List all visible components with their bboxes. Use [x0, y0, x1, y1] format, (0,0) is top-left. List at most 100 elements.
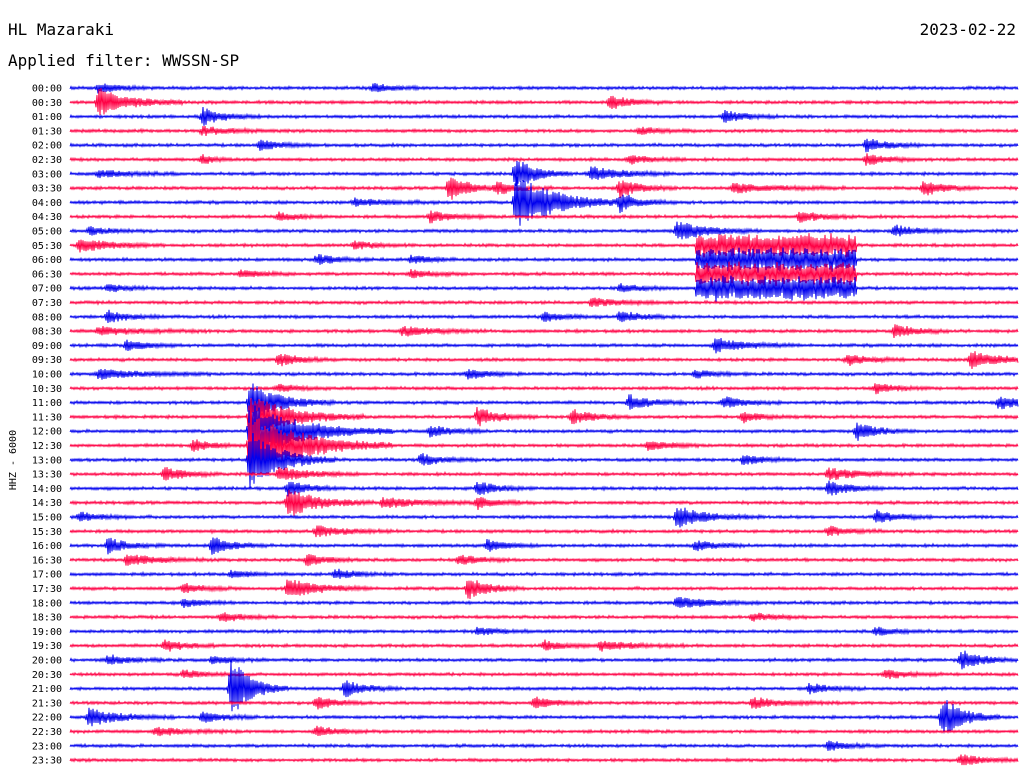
time-label: 03:30: [32, 184, 62, 195]
trace-line: [69, 725, 1019, 737]
trace-line: [69, 233, 1019, 258]
station-title: HL Mazaraki: [8, 20, 114, 39]
time-label: 18:30: [32, 613, 62, 624]
time-label: 22:00: [32, 713, 62, 724]
trace-line: [69, 309, 1019, 324]
time-label: 13:30: [32, 470, 62, 481]
time-label-group: 00:00 00:30 01:00 01:30 02:00 02:30 03:00 03:30…: [32, 84, 62, 767]
trace-line: [69, 696, 1019, 710]
time-label: 02:00: [32, 141, 62, 152]
trace-line: [69, 324, 1019, 339]
trace-line: [69, 466, 1019, 481]
trace-line: [69, 568, 1019, 579]
time-label: 12:00: [32, 427, 62, 438]
time-label: 23:00: [32, 741, 62, 752]
trace-line: [69, 650, 1019, 670]
time-label: 16:30: [32, 555, 62, 566]
time-label: 01:30: [32, 126, 62, 137]
time-label: 20:00: [32, 656, 62, 667]
time-label: 17:00: [32, 570, 62, 581]
time-label: 09:30: [32, 355, 62, 366]
trace-line: [69, 525, 1019, 538]
time-label: 15:00: [32, 513, 62, 524]
time-label: 17:30: [32, 584, 62, 595]
time-label: 13:00: [32, 455, 62, 466]
time-label: 08:30: [32, 327, 62, 338]
trace-line: [69, 275, 1019, 302]
trace-line: [69, 88, 1019, 116]
trace-line: [69, 700, 1019, 734]
time-label: 04:30: [32, 212, 62, 223]
trace-line: [69, 489, 1019, 516]
time-label: 10:30: [32, 384, 62, 395]
trace-line: [69, 160, 1019, 187]
time-label: 23:30: [32, 756, 62, 767]
trace-line: [69, 351, 1019, 370]
time-label: 12:30: [32, 441, 62, 452]
trace-line: [69, 210, 1019, 224]
time-label: 19:30: [32, 641, 62, 652]
trace-line: [69, 579, 1019, 600]
trace-line: [69, 553, 1019, 567]
trace-line: [69, 261, 1019, 287]
trace-line: [69, 82, 1019, 94]
trace-line: [69, 177, 1019, 200]
time-label: 20:30: [32, 670, 62, 681]
trace-line: [69, 106, 1019, 126]
trace-line: [69, 669, 1019, 680]
filter-label: Applied filter: WWSSN-SP: [8, 51, 240, 70]
time-label: 01:00: [32, 112, 62, 123]
time-label: 16:00: [32, 541, 62, 552]
trace-group: [69, 82, 1019, 766]
trace-line: [69, 405, 1019, 456]
time-label: 11:00: [32, 398, 62, 409]
time-label: 14:30: [32, 498, 62, 509]
trace-line: [69, 480, 1019, 497]
trace-line: [69, 176, 1019, 226]
trace-line: [69, 754, 1019, 766]
trace-line: [69, 221, 1019, 240]
time-label: 10:00: [32, 370, 62, 381]
trace-line: [69, 398, 1019, 437]
trace-line: [69, 639, 1019, 652]
trace-line: [69, 507, 1019, 528]
time-label: 08:00: [32, 312, 62, 323]
time-label: 07:30: [32, 298, 62, 309]
time-label: 07:00: [32, 284, 62, 295]
trace-line: [69, 138, 1019, 153]
date-label: 2023-02-22: [919, 20, 1016, 39]
time-label: 21:30: [32, 698, 62, 709]
trace-line: [69, 125, 1019, 136]
trace-line: [69, 740, 1019, 751]
trace-line: [69, 383, 1019, 418]
trace-line: [69, 410, 1019, 476]
time-label: 05:30: [32, 241, 62, 252]
trace-line: [69, 612, 1019, 622]
time-label: 22:30: [32, 727, 62, 738]
time-label: 15:30: [32, 527, 62, 538]
trace-line: [69, 153, 1019, 166]
trace-line: [69, 247, 1019, 273]
trace-line: [69, 338, 1019, 354]
time-label: 11:30: [32, 412, 62, 423]
time-label: 02:30: [32, 155, 62, 166]
trace-line: [69, 297, 1019, 308]
trace-line: [69, 433, 1019, 488]
time-label: 14:00: [32, 484, 62, 495]
channel-axis-label: HHZ - 6000: [8, 430, 19, 490]
time-label: 21:00: [32, 684, 62, 695]
time-label: 04:00: [32, 198, 62, 209]
trace-line: [69, 596, 1019, 609]
trace-line: [69, 626, 1019, 636]
time-label: 03:00: [32, 169, 62, 180]
time-label: 05:00: [32, 227, 62, 238]
time-label: 00:30: [32, 98, 62, 109]
trace-line: [69, 383, 1019, 395]
trace-line: [69, 537, 1019, 555]
time-label: 18:00: [32, 598, 62, 609]
trace-line: [69, 368, 1019, 380]
trace-line: [69, 659, 1019, 712]
time-label: 00:00: [32, 84, 62, 95]
time-label: 19:00: [32, 627, 62, 638]
